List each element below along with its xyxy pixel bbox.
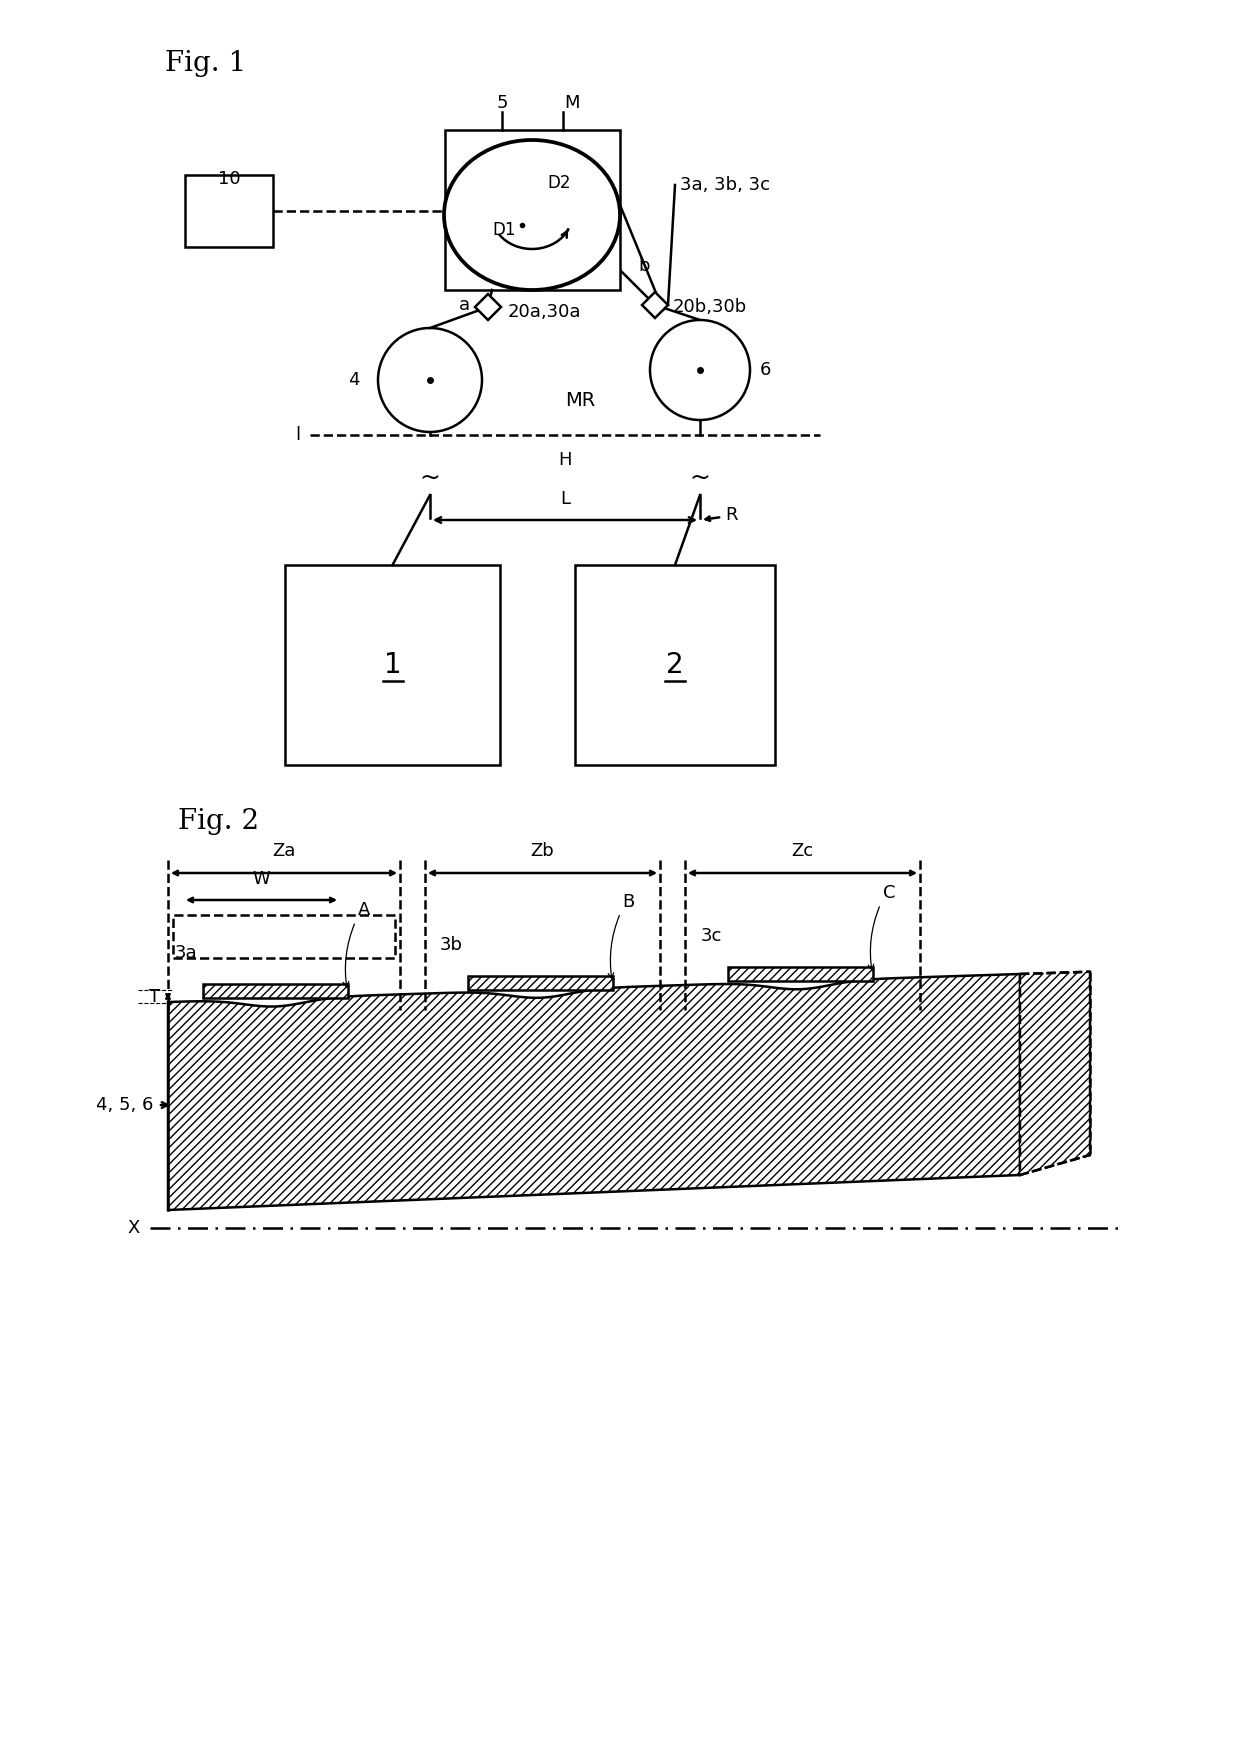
- Text: Fig. 1: Fig. 1: [165, 51, 247, 77]
- Polygon shape: [1021, 971, 1090, 1175]
- Text: Fig. 2: Fig. 2: [179, 808, 259, 834]
- Text: 3a, 3b, 3c: 3a, 3b, 3c: [680, 175, 770, 195]
- Text: L: L: [560, 491, 570, 508]
- Bar: [285, 564, 500, 764]
- Text: 3b: 3b: [439, 936, 463, 954]
- Circle shape: [650, 321, 750, 421]
- Text: C: C: [883, 884, 895, 903]
- Text: 10: 10: [218, 170, 241, 188]
- Text: W: W: [253, 869, 270, 889]
- Text: Za: Za: [273, 841, 295, 861]
- Bar: [728, 968, 873, 982]
- Text: 2: 2: [666, 650, 683, 678]
- Bar: [174, 915, 396, 957]
- Polygon shape: [167, 975, 1021, 1210]
- Text: 20a,30a: 20a,30a: [508, 303, 582, 321]
- Text: 3a: 3a: [175, 945, 197, 962]
- Text: 5: 5: [496, 95, 507, 112]
- Text: D1: D1: [492, 221, 516, 238]
- Bar: [575, 564, 775, 764]
- Bar: [185, 175, 273, 247]
- Text: Zc: Zc: [791, 841, 813, 861]
- Text: X: X: [128, 1218, 140, 1238]
- Circle shape: [378, 328, 482, 431]
- Text: T: T: [149, 987, 160, 1006]
- Text: ~: ~: [419, 466, 440, 491]
- Text: 6: 6: [760, 361, 771, 379]
- Text: R: R: [725, 507, 738, 524]
- Bar: [202, 985, 347, 999]
- Ellipse shape: [444, 140, 620, 289]
- Text: MR: MR: [565, 391, 595, 410]
- Text: a: a: [459, 296, 470, 314]
- Text: 1: 1: [383, 650, 402, 678]
- Text: b: b: [639, 258, 650, 275]
- Text: 20b,30b: 20b,30b: [673, 298, 748, 316]
- Text: 4, 5, 6: 4, 5, 6: [95, 1096, 153, 1113]
- Text: M: M: [564, 95, 580, 112]
- Polygon shape: [475, 295, 501, 321]
- Text: B: B: [622, 892, 635, 912]
- Text: 4: 4: [348, 372, 360, 389]
- Bar: [445, 130, 620, 289]
- Polygon shape: [642, 293, 668, 317]
- Text: Zb: Zb: [531, 841, 554, 861]
- Text: H: H: [558, 451, 572, 470]
- Text: D2: D2: [547, 174, 570, 193]
- Text: l: l: [295, 426, 300, 444]
- Text: 3c: 3c: [701, 927, 723, 945]
- Bar: [467, 976, 613, 990]
- Text: A: A: [357, 901, 370, 920]
- Text: ~: ~: [689, 466, 711, 491]
